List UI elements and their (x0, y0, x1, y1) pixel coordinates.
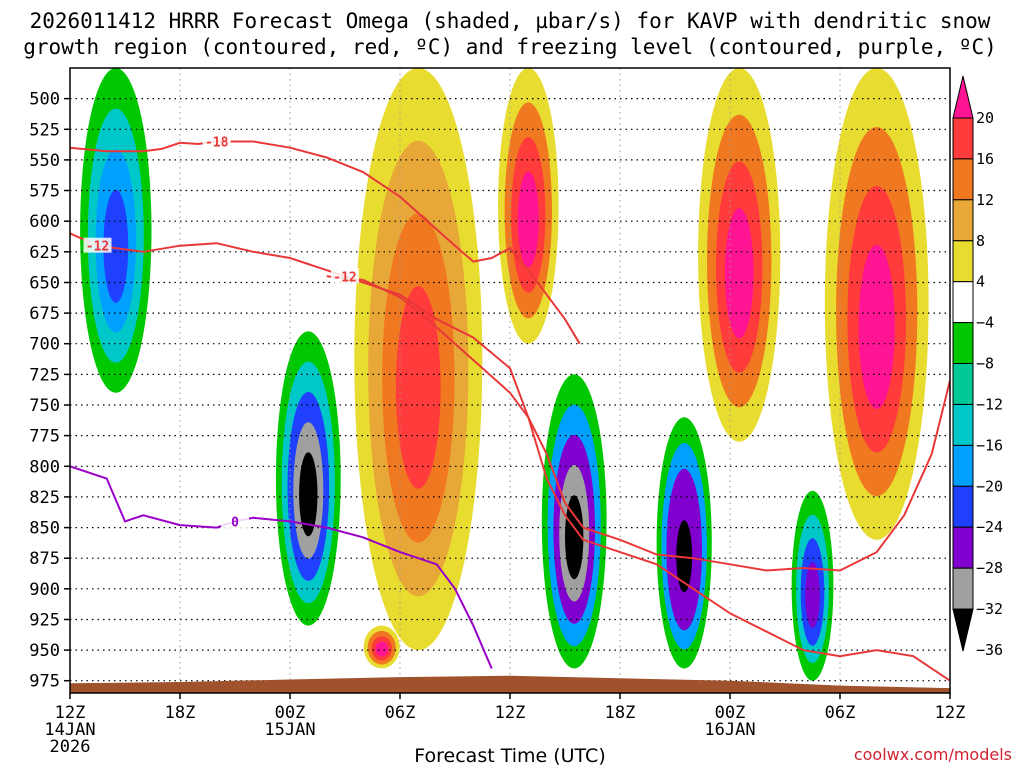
x-tick-label-2: 00Z (275, 703, 306, 723)
y-tick-label-14: 850 (29, 519, 60, 539)
contour-label-1: -12 (86, 240, 109, 255)
y-tick-label-11: 775 (29, 427, 60, 447)
colorbar-label-0: 20 (976, 109, 994, 127)
x-tick-label-4: 12Z (495, 703, 526, 723)
colorbar-segment-8 (952, 404, 974, 446)
terrain-surface (70, 675, 950, 693)
contour-label-2: -12 (333, 270, 356, 285)
colorbar-bottom-arrow (952, 608, 974, 652)
contour-label-bg-2 (331, 268, 359, 284)
y-tick-label-7: 675 (29, 304, 60, 324)
contour-label-bg-1 (83, 237, 112, 253)
colorbar-label-3: 8 (976, 232, 985, 250)
credit-text[interactable]: coolwx.com/models (854, 745, 1012, 764)
x-tick-label-3: 06Z (385, 703, 416, 723)
contour-label-bg-0 (202, 133, 231, 149)
colorbar-segment-3 (952, 199, 974, 242)
colorbar-label-2: 12 (976, 191, 994, 209)
y-tick-label-3: 575 (29, 182, 60, 202)
y-tick-label-9: 725 (29, 365, 60, 385)
colorbar-label-4: 4 (976, 273, 985, 291)
x-axis-label: Forecast Time (UTC) (414, 745, 605, 767)
omega-cell-3-4 (565, 495, 584, 580)
x-tick-label-0: 12Z (55, 703, 86, 723)
y-tick-label-10: 750 (29, 396, 60, 416)
x-tick-label-1: 18Z (165, 703, 196, 723)
x-tick-label-8: 12Z (935, 703, 966, 723)
omega-colorbar: 20 16 12 8 4 −4 −8 −12 −16 −20 −24 −28 −32 −36 (952, 75, 1003, 659)
y-tick-label-18: 950 (29, 641, 60, 661)
omega-cell-2-3 (375, 641, 389, 657)
omega-cell-7-3 (517, 171, 539, 268)
y-tick-label-1: 525 (29, 120, 60, 140)
x-tick-sublabel-2: 15JAN (264, 720, 315, 740)
y-tick-label-8: 700 (29, 335, 60, 355)
colorbar-segment-11 (952, 526, 974, 569)
x-tick-sublabel2-0: 2026 (50, 737, 91, 757)
x-tick-sublabel-6: 16JAN (704, 720, 755, 740)
colorbar-label-13: −36 (976, 641, 1003, 659)
x-tick-label-6: 00Z (715, 703, 746, 723)
colorbar-segment-10 (952, 485, 974, 528)
y-tick-label-15: 875 (29, 549, 60, 569)
omega-cell-9-3 (858, 244, 895, 410)
chart-title-line1: 2026011412 HRRR Forecast Omega (shaded, … (30, 9, 991, 33)
y-tick-label-13: 825 (29, 488, 60, 508)
colorbar-top-arrow (952, 75, 974, 119)
temperature-contours: -18 -12 -12 0 (70, 133, 950, 682)
colorbar-segment-12 (952, 567, 974, 610)
colorbar-label-10: −24 (976, 518, 1003, 536)
omega-cell-5-3 (805, 562, 820, 629)
contour-line-2 (326, 275, 950, 572)
contour-line-0 (70, 140, 581, 345)
contour-label-bg-3 (221, 513, 249, 529)
contour-label-0: -18 (205, 136, 229, 151)
omega-cell-8-3 (724, 208, 754, 339)
y-tick-label-12: 800 (29, 457, 60, 477)
x-tick-label-5: 18Z (605, 703, 636, 723)
y-tick-label-19: 975 (29, 672, 60, 692)
contour-line-3 (70, 465, 493, 669)
y-tick-label-2: 550 (29, 151, 60, 171)
colorbar-label-9: −20 (976, 477, 1003, 495)
colorbar-label-12: −32 (976, 600, 1003, 618)
plot-area: -18 -12 -12 0 (70, 68, 950, 693)
colorbar-label-1: 16 (976, 150, 994, 168)
contour-label-3: 0 (231, 515, 239, 530)
omega-shading (80, 68, 929, 681)
colorbar-segment-2 (952, 158, 974, 201)
omega-cell-0-3 (103, 189, 129, 303)
y-tick-label-0: 500 (29, 90, 60, 110)
y-axis-pressure: 500 525 550 575 600 625 650 675 700 725 750 775 800 8… (29, 90, 70, 692)
colorbar-segment-9 (952, 444, 974, 487)
colorbar-label-11: −28 (976, 559, 1003, 577)
colorbar-segment-1 (952, 117, 974, 160)
colorbar-segment-7 (952, 363, 974, 405)
omega-cell-6-3 (396, 286, 441, 489)
colorbar-segment-5 (952, 281, 974, 324)
y-tick-label-17: 925 (29, 611, 60, 631)
colorbar-label-5: −4 (976, 314, 994, 332)
y-tick-label-4: 600 (29, 212, 60, 232)
y-tick-label-6: 650 (29, 274, 60, 294)
colorbar-label-6: −8 (976, 355, 994, 373)
colorbar-segment-6 (952, 322, 974, 365)
x-tick-label-7: 06Z (825, 703, 856, 723)
y-tick-label-5: 625 (29, 243, 60, 263)
colorbar-label-7: −12 (976, 396, 1003, 414)
x-tick-sublabel-0: 14JAN (44, 720, 95, 740)
colorbar-segment-4 (952, 240, 974, 283)
colorbar-label-8: −16 (976, 436, 1003, 454)
chart-title-line2: growth region (contoured, red, ºC) and f… (23, 35, 997, 59)
omega-cell-1-4 (299, 452, 318, 537)
y-tick-label-16: 900 (29, 580, 60, 600)
